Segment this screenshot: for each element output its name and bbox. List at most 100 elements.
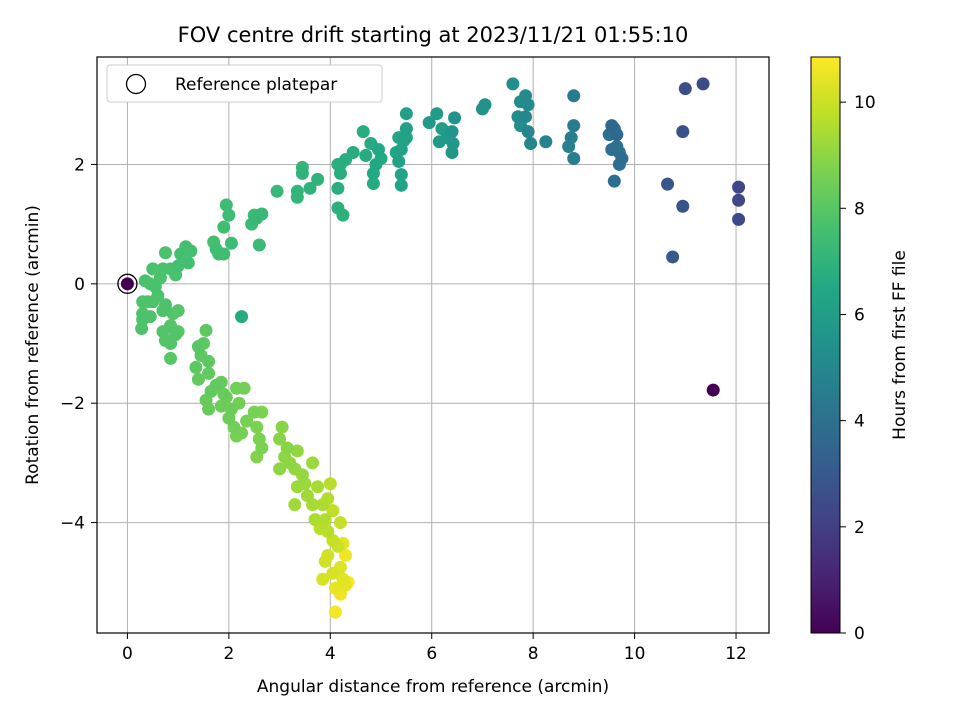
- data-point: [247, 405, 261, 419]
- data-point: [311, 172, 325, 186]
- data-point: [217, 387, 231, 401]
- data-point: [275, 420, 289, 434]
- data-point: [605, 143, 619, 157]
- colorbar-tick-label: 4: [854, 412, 865, 432]
- data-point: [295, 166, 309, 180]
- data-point: [339, 153, 353, 167]
- chart-title: FOV centre drift starting at 2023/11/21 …: [178, 23, 689, 47]
- legend: Reference platepar: [106, 64, 383, 103]
- data-point: [519, 89, 533, 103]
- data-point: [506, 77, 520, 91]
- x-axis-label: Angular distance from reference (arcmin): [257, 677, 609, 697]
- data-point: [273, 462, 287, 476]
- data-point: [235, 310, 249, 324]
- data-point: [475, 102, 489, 116]
- data-point: [295, 468, 309, 482]
- data-point: [191, 339, 205, 353]
- x-tick-label: 0: [122, 644, 133, 664]
- data-point: [209, 242, 223, 256]
- data-point: [519, 110, 533, 124]
- data-point: [359, 148, 373, 162]
- data-point: [394, 178, 408, 192]
- data-points: [117, 77, 746, 619]
- data-point: [290, 444, 304, 458]
- data-point: [189, 360, 203, 374]
- data-point: [273, 432, 287, 446]
- data-point: [308, 513, 322, 527]
- colorbar-tick-label: 0: [854, 624, 865, 644]
- colorbar-label: Hours from first FF file: [890, 250, 910, 440]
- data-point: [306, 456, 320, 470]
- data-point: [219, 198, 233, 212]
- data-point: [336, 208, 350, 222]
- data-point: [158, 246, 172, 260]
- reference-platepar-ring: [117, 273, 138, 294]
- colorbar: 0 2 4 6 8 10 Hours from first FF file: [810, 56, 910, 644]
- data-point: [676, 199, 690, 213]
- y-axis-ticks: −4 −2 0 2: [60, 155, 97, 534]
- data-point: [318, 513, 332, 527]
- data-point: [318, 554, 332, 568]
- data-point: [252, 238, 266, 252]
- gridlines: [97, 57, 769, 633]
- colorbar-tick-label: 8: [854, 199, 865, 219]
- data-point: [336, 572, 350, 586]
- data-point: [676, 125, 690, 139]
- data-point: [138, 274, 152, 288]
- data-point: [328, 605, 342, 619]
- data-point: [706, 383, 720, 397]
- data-point: [217, 220, 231, 234]
- data-point: [605, 119, 619, 133]
- data-point: [333, 166, 347, 180]
- data-point: [237, 381, 251, 395]
- data-point: [696, 77, 710, 91]
- y-tick-label: 0: [74, 275, 85, 295]
- data-point: [392, 154, 406, 168]
- colorbar-tick-label: 6: [854, 305, 865, 325]
- data-point: [158, 298, 172, 312]
- colorbar-tick-label: 10: [854, 93, 876, 113]
- data-point: [524, 137, 538, 151]
- data-point: [445, 146, 459, 160]
- data-point: [250, 211, 264, 225]
- data-point: [171, 259, 185, 273]
- plot-frame: [96, 56, 770, 634]
- data-point: [366, 177, 380, 191]
- data-point: [164, 351, 178, 365]
- y-tick-label: 2: [74, 155, 85, 175]
- data-point: [394, 168, 408, 182]
- colorbar-ticks: 0 2 4 6 8 10: [840, 93, 876, 644]
- x-tick-label: 10: [624, 644, 646, 664]
- data-point: [326, 504, 340, 518]
- data-point: [204, 384, 218, 398]
- data-point: [321, 525, 335, 539]
- x-axis-ticks: 0 2 4 6 8 10 12: [122, 633, 747, 664]
- data-point: [214, 399, 228, 413]
- data-point: [283, 456, 297, 470]
- data-point: [224, 236, 238, 250]
- data-point: [288, 498, 302, 512]
- data-point: [732, 193, 746, 207]
- data-point: [666, 250, 680, 264]
- data-point: [521, 125, 535, 139]
- legend-marker-reference-platepar: [125, 73, 147, 95]
- data-point: [448, 111, 462, 125]
- legend-entry-reference-platepar: Reference platepar: [175, 75, 337, 95]
- x-tick-label: 8: [528, 644, 539, 664]
- x-tick-label: 6: [426, 644, 437, 664]
- data-point: [328, 581, 342, 595]
- data-point: [567, 89, 581, 103]
- data-point: [136, 295, 150, 309]
- data-point: [432, 135, 446, 149]
- reference-point-marker: [120, 277, 134, 291]
- data-point: [184, 244, 198, 258]
- data-point: [316, 498, 330, 512]
- data-point: [250, 420, 264, 434]
- data-point: [135, 322, 149, 336]
- data-point: [422, 116, 436, 130]
- x-tick-label: 4: [325, 644, 336, 664]
- data-point: [280, 441, 294, 455]
- data-point: [181, 256, 195, 270]
- data-point: [174, 247, 188, 261]
